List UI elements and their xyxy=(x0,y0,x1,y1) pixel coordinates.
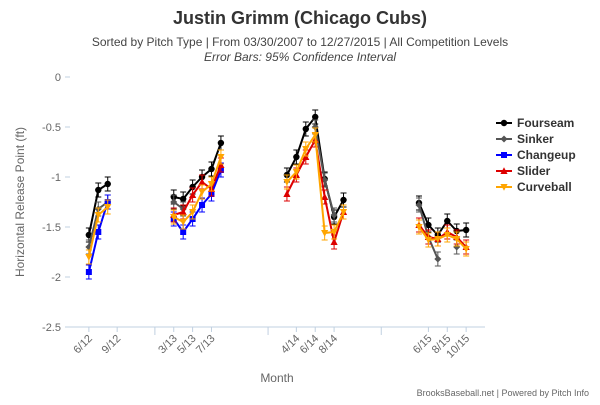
curveball-point xyxy=(94,212,102,219)
curveball-point xyxy=(283,179,291,186)
y-tick-label: -1 xyxy=(51,172,61,184)
fourseam-point xyxy=(208,165,215,173)
fourseam-point xyxy=(302,125,309,133)
sinker-point xyxy=(453,243,461,251)
x-tick-label: 6/12 xyxy=(71,333,95,357)
y-tick-label: -0.5 xyxy=(42,122,61,134)
curveball-point xyxy=(443,232,451,239)
sinker-point xyxy=(311,123,319,131)
changeup-point xyxy=(180,229,187,235)
x-tick-label: 6/15 xyxy=(411,333,435,357)
slider-point xyxy=(330,238,338,245)
fourseam-point xyxy=(95,186,102,194)
fourseam-point xyxy=(425,221,432,229)
fourseam-point xyxy=(293,153,300,161)
slider-point xyxy=(283,190,291,197)
sinker-point xyxy=(415,201,423,209)
curveball-point xyxy=(217,154,225,161)
x-tick-label: 7/13 xyxy=(194,333,218,357)
fourseam-point xyxy=(444,217,451,225)
legend-marker-fourseam xyxy=(500,119,508,127)
y-tick-label: -2.5 xyxy=(42,322,61,334)
legend-label-curveball: Curveball xyxy=(517,180,572,194)
chart-credit: BrooksBaseball.net | Powered by Pitch In… xyxy=(417,388,589,398)
slider-point xyxy=(189,191,197,198)
curveball-point xyxy=(85,254,93,261)
curveball-point xyxy=(302,146,310,153)
sinker-point xyxy=(170,198,178,206)
slider-point xyxy=(217,161,225,168)
chart-subtitle: Sorted by Pitch Type | From 03/30/2007 t… xyxy=(92,35,508,49)
fourseam-point xyxy=(189,183,196,191)
x-tick-label: 8/14 xyxy=(317,333,341,357)
curveball-point xyxy=(424,237,433,244)
y-axis-label: Horizontal Release Point (ft) xyxy=(13,127,27,277)
legend-item-changeup[interactable]: Changeup xyxy=(496,148,576,162)
curveball-point xyxy=(434,236,442,243)
sinker-point xyxy=(434,255,442,263)
chart-subtitle-error-bars: Error Bars: 95% Confidence Interval xyxy=(204,50,396,64)
y-tick-label: -2 xyxy=(51,272,61,284)
curveball-point xyxy=(179,219,187,226)
slider-point xyxy=(302,153,310,160)
curveball-point xyxy=(207,181,216,188)
x-tick-label: 4/14 xyxy=(279,333,303,357)
fourseam-point xyxy=(340,196,347,204)
curveball-point xyxy=(311,132,319,139)
fourseam-point xyxy=(312,113,319,121)
axes: 0 -0.5 -1 -1.5 -2 -2.5 6/12 9/12 3/135/137/13 4/1… xyxy=(42,72,485,361)
slider-point xyxy=(198,178,206,185)
y-tick-label: 0 xyxy=(55,72,61,84)
legend-marker-curveball xyxy=(500,184,508,191)
legend-item-curveball[interactable]: Curveball xyxy=(496,180,572,194)
curveball-point xyxy=(453,236,461,243)
curveball-point xyxy=(339,209,348,216)
curveball-point xyxy=(170,214,178,221)
fourseam-point xyxy=(217,139,225,147)
x-tick-label: 9/12 xyxy=(100,333,124,357)
legend-item-sinker[interactable]: Sinker xyxy=(496,132,554,146)
series-fourseam xyxy=(85,109,470,243)
fourseam-point xyxy=(179,195,187,203)
legend-item-slider[interactable]: Slider xyxy=(496,164,551,178)
curveball-point xyxy=(189,209,197,216)
legend: Fourseam Sinker Changeup Slider Curveball xyxy=(496,116,576,194)
curveball-point xyxy=(321,230,329,237)
fourseam-point xyxy=(462,226,470,234)
curveball-point xyxy=(198,189,206,196)
curveball-point xyxy=(104,204,112,211)
x-tick-label: 6/14 xyxy=(298,333,322,357)
curveball-point xyxy=(330,229,338,236)
series-layer xyxy=(85,109,470,280)
slider-point xyxy=(321,193,329,200)
changeup-point xyxy=(199,202,206,208)
series-sinker xyxy=(85,119,461,267)
legend-label-slider: Slider xyxy=(517,164,551,178)
series-curveball xyxy=(85,127,470,265)
legend-item-fourseam[interactable]: Fourseam xyxy=(496,116,574,130)
slider-point xyxy=(179,208,187,215)
legend-label-fourseam: Fourseam xyxy=(517,116,574,130)
chart-title: Justin Grimm (Chicago Cubs) xyxy=(173,8,427,28)
x-tick-label: 5/13 xyxy=(175,333,199,357)
legend-label-changeup: Changeup xyxy=(517,148,576,162)
curveball-point xyxy=(462,246,470,253)
curveball-point xyxy=(415,224,423,231)
sinker-point xyxy=(330,211,338,219)
y-tick-label: -1.5 xyxy=(42,222,61,234)
x-tick-label: 3/13 xyxy=(156,333,180,357)
legend-marker-changeup xyxy=(501,152,507,158)
legend-label-sinker: Sinker xyxy=(517,132,554,146)
x-axis-label: Month xyxy=(260,371,293,385)
legend-marker-slider xyxy=(500,167,508,174)
changeup-point xyxy=(85,269,92,275)
curveball-point xyxy=(292,169,300,176)
legend-marker-sinker xyxy=(500,135,508,143)
changeup-point xyxy=(95,229,102,235)
fourseam-point xyxy=(104,180,111,188)
